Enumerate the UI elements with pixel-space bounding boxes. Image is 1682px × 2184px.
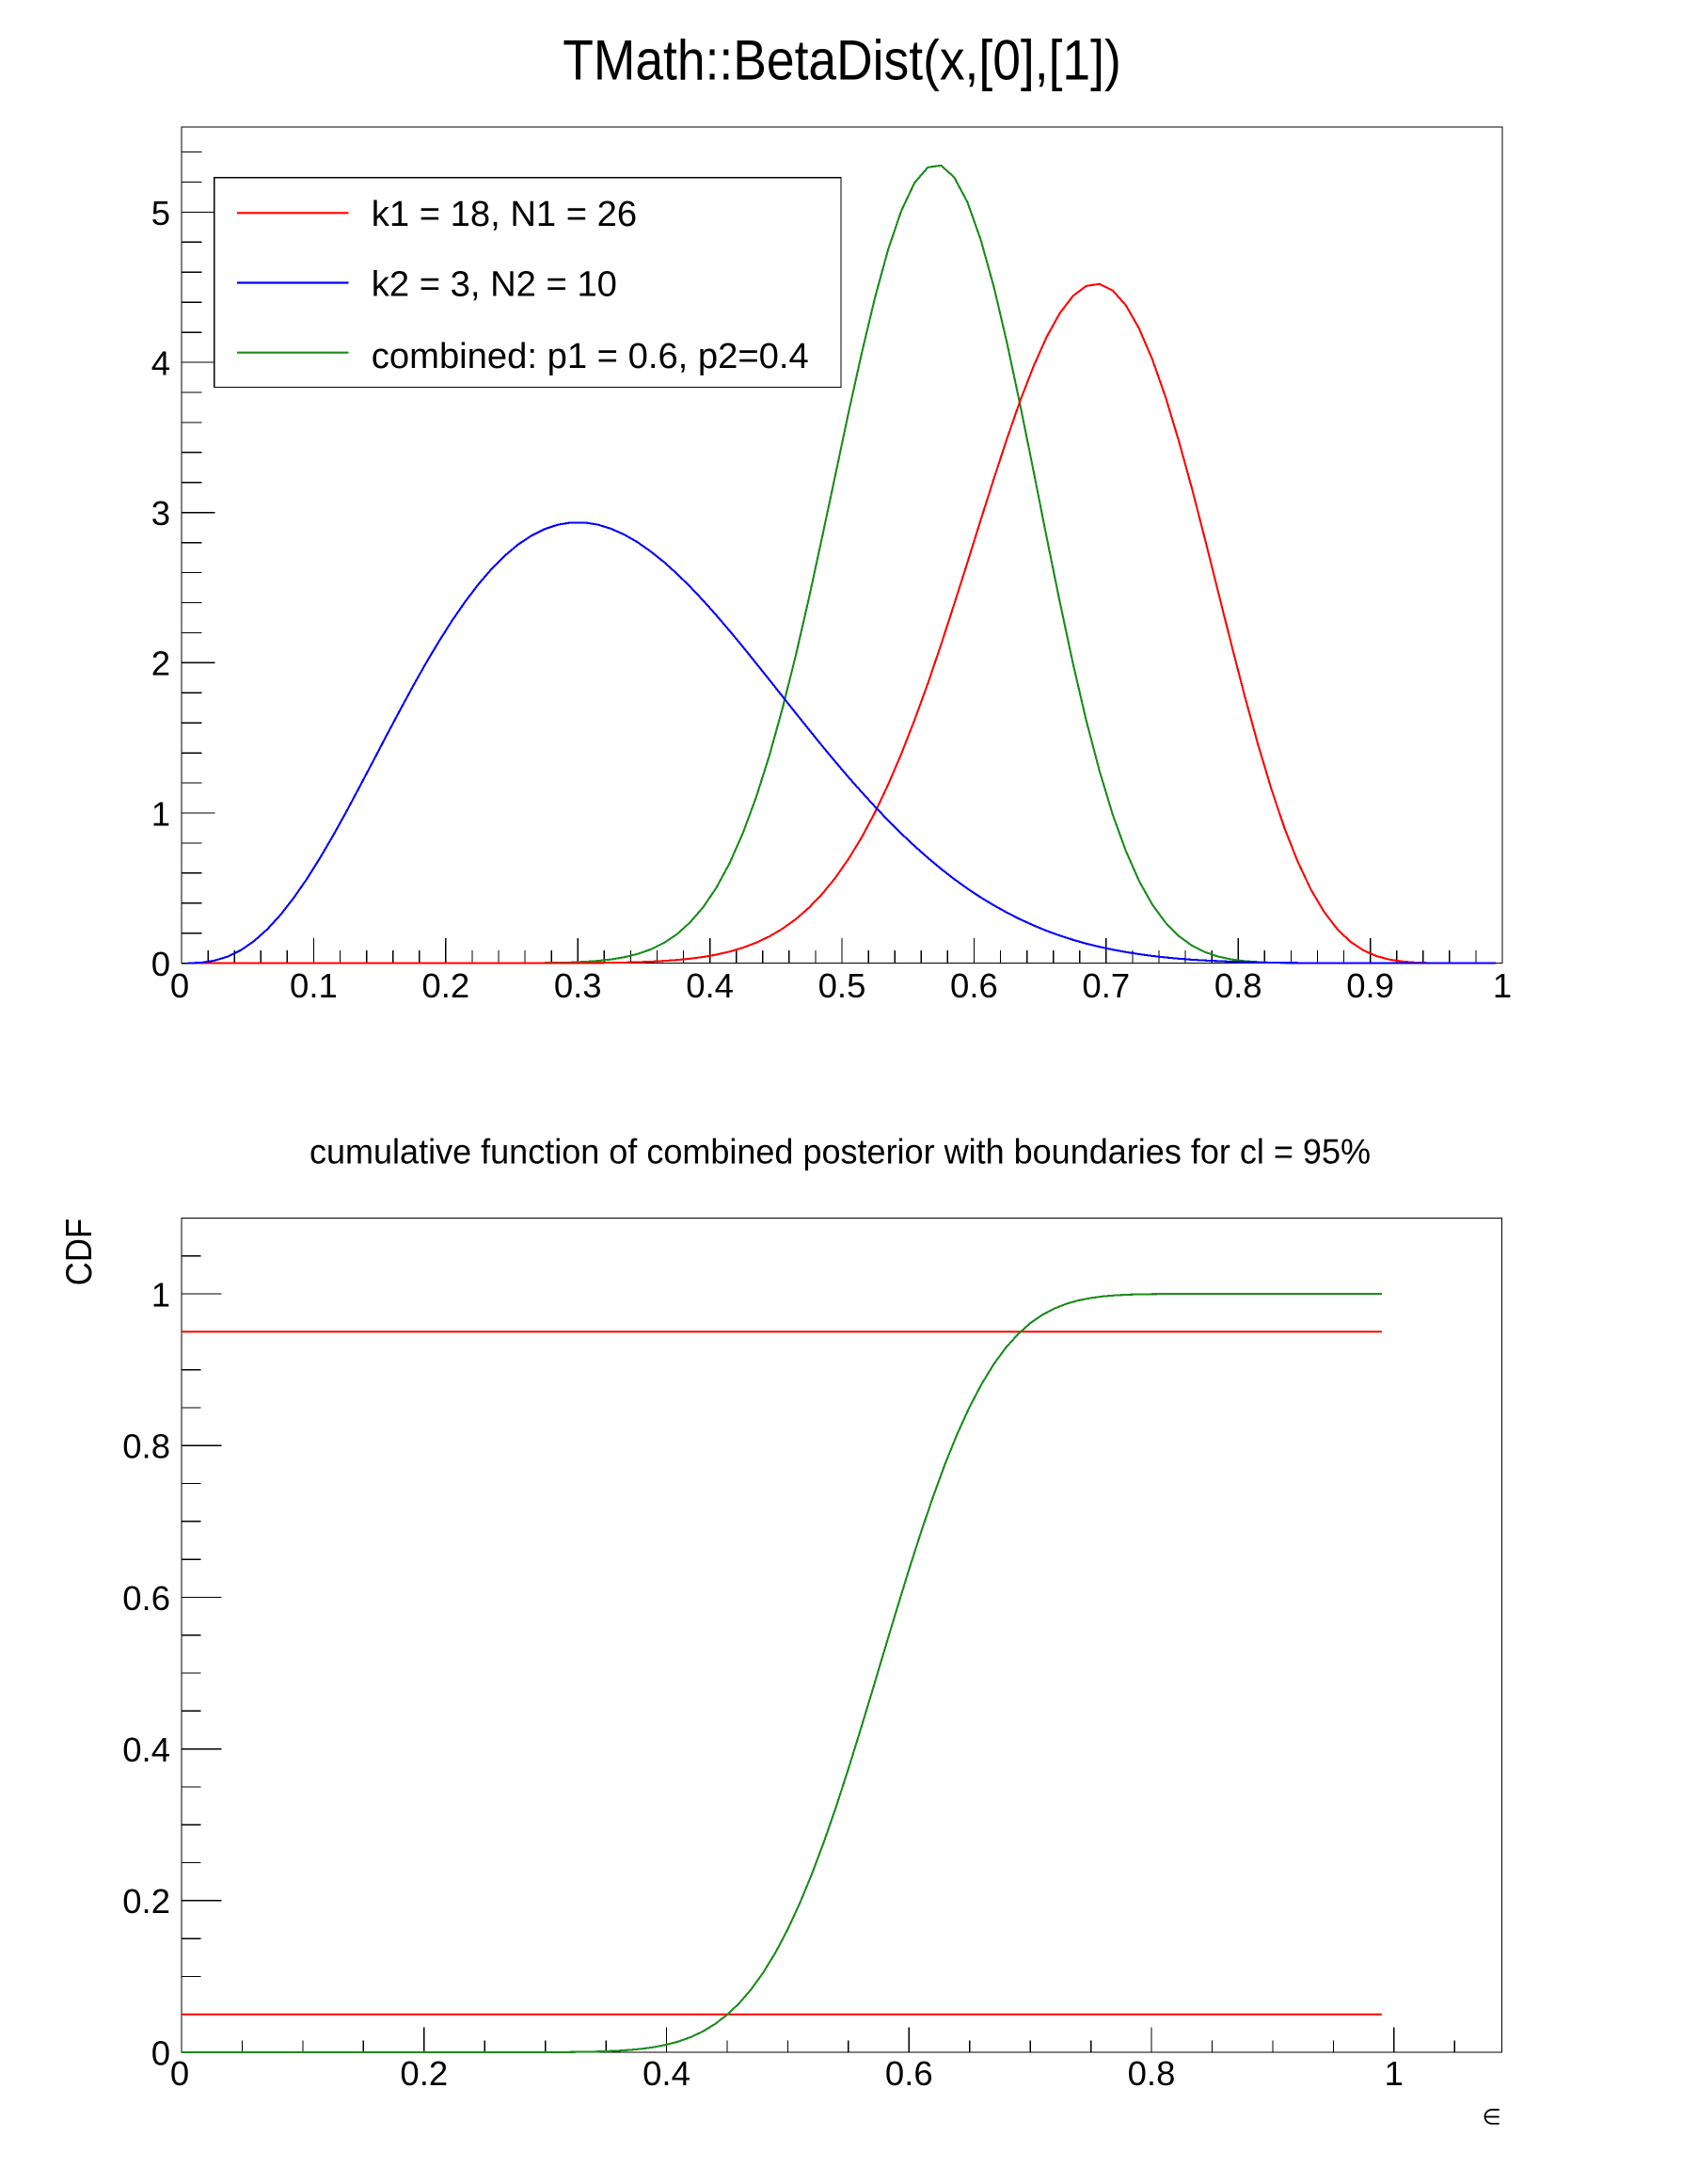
svg-text:4: 4 [151,343,170,382]
svg-text:0.1: 0.1 [290,966,338,1005]
svg-text:0.4: 0.4 [643,2054,690,2093]
svg-text:0.6: 0.6 [885,2054,933,2093]
svg-text:k2 = 3, N2 = 10: k2 = 3, N2 = 10 [372,263,617,304]
svg-text:0.2: 0.2 [122,1882,170,1921]
svg-text:0: 0 [170,2054,189,2093]
svg-text:0.9: 0.9 [1346,966,1394,1005]
svg-text:0.2: 0.2 [421,966,469,1005]
svg-text:∈: ∈ [1483,2105,1501,2129]
svg-text:0.8: 0.8 [1128,2054,1176,2093]
svg-text:2: 2 [151,645,170,683]
svg-text:0.6: 0.6 [950,966,998,1005]
svg-text:0.3: 0.3 [554,966,602,1005]
svg-text:0.2: 0.2 [400,2054,448,2093]
svg-text:1: 1 [151,1275,170,1314]
svg-text:0.8: 0.8 [122,1427,170,1466]
svg-text:0: 0 [151,945,170,983]
svg-text:TMath::BetaDist(x,[0],[1]): TMath::BetaDist(x,[0],[1]) [563,28,1121,92]
svg-text:combined: p1 = 0.6, p2=0.4: combined: p1 = 0.6, p2=0.4 [372,336,809,376]
svg-text:0: 0 [170,966,189,1005]
svg-text:3: 3 [151,494,170,533]
svg-text:0.4: 0.4 [122,1730,170,1769]
svg-text:0.4: 0.4 [686,966,734,1005]
svg-text:k1 = 18, N1 = 26: k1 = 18, N1 = 26 [372,194,637,234]
svg-text:0.8: 0.8 [1214,966,1262,1005]
svg-text:0.6: 0.6 [122,1579,170,1618]
svg-text:1: 1 [1385,2054,1404,2093]
svg-text:0: 0 [151,2033,170,2072]
svg-text:1: 1 [1493,966,1512,1005]
svg-text:5: 5 [151,194,170,232]
svg-text:1: 1 [151,794,170,833]
svg-text:cumulative function of combine: cumulative function of combined posterio… [309,1132,1371,1171]
svg-text:0.7: 0.7 [1082,966,1130,1005]
svg-text:CDF: CDF [59,1219,100,1285]
svg-text:0.5: 0.5 [818,966,866,1005]
